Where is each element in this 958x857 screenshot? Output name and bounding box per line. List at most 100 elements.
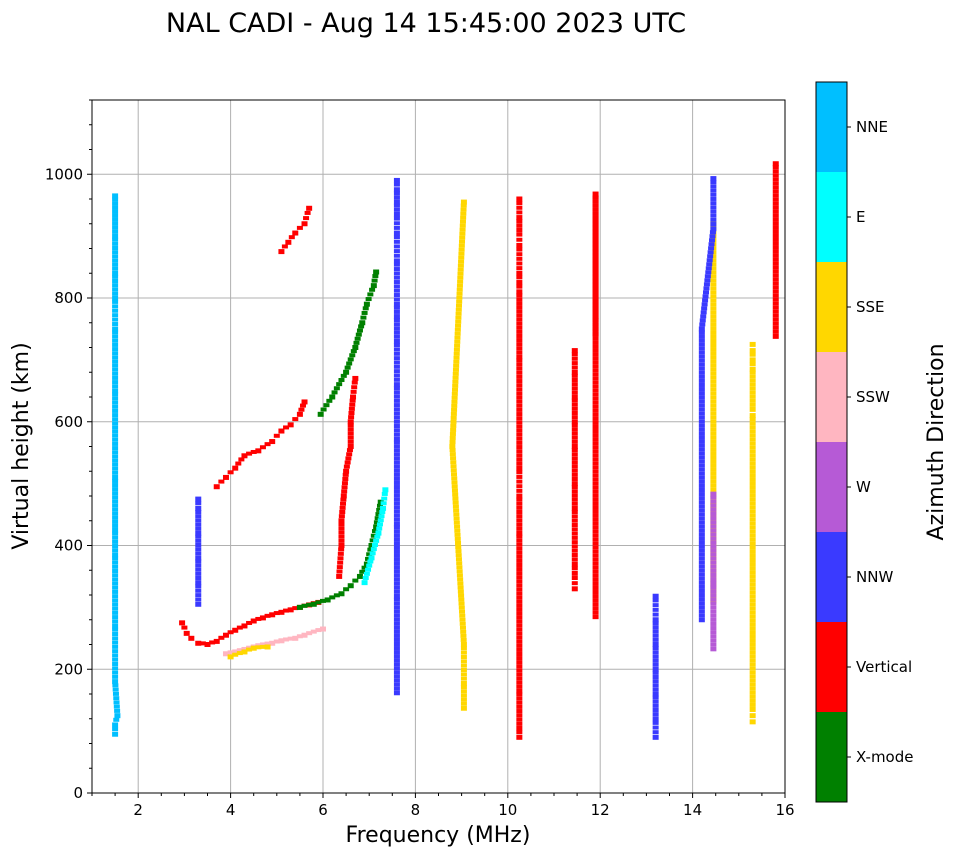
echo-point xyxy=(772,217,779,222)
echo-point xyxy=(460,680,467,686)
echo-point xyxy=(352,578,359,583)
echo-point xyxy=(458,247,465,252)
echo-point xyxy=(250,618,257,624)
echo-point xyxy=(710,294,717,299)
echo-point xyxy=(278,428,285,434)
echo-point xyxy=(393,609,400,614)
echo-point xyxy=(710,371,717,376)
echo-point xyxy=(393,493,400,498)
echo-point xyxy=(195,505,202,511)
echo-point xyxy=(749,614,756,619)
echo-point xyxy=(209,640,216,645)
echo-point xyxy=(346,361,353,366)
echo-point xyxy=(179,620,186,626)
echo-point xyxy=(652,642,659,647)
echo-point xyxy=(701,302,708,307)
echo-point xyxy=(710,314,717,319)
echo-point xyxy=(112,396,119,401)
echo-point xyxy=(772,233,779,238)
echo-point xyxy=(698,471,705,476)
echo-point xyxy=(459,609,466,614)
echo-point xyxy=(516,358,523,363)
echo-point xyxy=(698,407,705,412)
echo-point xyxy=(112,531,119,536)
echo-point xyxy=(710,262,717,267)
echo-point xyxy=(592,292,599,297)
echo-point xyxy=(571,460,578,465)
echo-point xyxy=(698,500,705,505)
echo-point xyxy=(698,552,705,557)
echo-point xyxy=(113,696,120,701)
echo-point xyxy=(393,182,400,187)
echo-point xyxy=(710,487,717,492)
echo-point xyxy=(516,595,523,600)
echo-point xyxy=(702,294,709,299)
echo-point xyxy=(749,533,756,538)
echo-point xyxy=(393,489,400,494)
echo-point xyxy=(710,483,717,488)
echo-point xyxy=(338,534,345,539)
echo-point xyxy=(255,645,262,650)
echo-point xyxy=(571,444,578,449)
echo-point xyxy=(571,386,578,391)
echo-point xyxy=(112,636,119,641)
echo-point xyxy=(749,457,756,462)
echo-point xyxy=(516,676,523,681)
echo-point xyxy=(772,241,779,246)
echo-point xyxy=(772,301,779,306)
echo-point xyxy=(199,641,206,646)
echo-point xyxy=(592,614,599,620)
y-tick-label: 400 xyxy=(54,537,83,555)
echo-point xyxy=(652,629,659,634)
echo-point xyxy=(112,433,119,438)
echo-point xyxy=(749,437,756,442)
echo-point xyxy=(456,287,463,292)
echo-point xyxy=(698,544,705,549)
echo-point xyxy=(749,445,756,450)
echo-point xyxy=(349,402,356,407)
echo-point xyxy=(710,646,717,652)
echo-point xyxy=(393,513,400,518)
echo-point xyxy=(393,444,400,449)
echo-point xyxy=(454,335,461,340)
echo-point xyxy=(112,619,119,624)
echo-point xyxy=(772,165,779,170)
echo-point xyxy=(393,271,400,276)
echo-point xyxy=(112,670,119,675)
colorbar-segment xyxy=(816,82,847,172)
echo-point xyxy=(710,180,717,185)
echo-point xyxy=(393,642,400,646)
echo-point xyxy=(571,431,578,436)
echo-point xyxy=(749,670,756,675)
echo-point xyxy=(112,317,119,322)
echo-point xyxy=(516,526,523,531)
echo-point xyxy=(460,642,467,647)
echo-point xyxy=(571,581,578,586)
echo-point xyxy=(749,425,756,430)
echo-point xyxy=(710,347,717,352)
echo-point xyxy=(516,627,523,632)
echo-point xyxy=(592,505,599,510)
echo-point xyxy=(698,463,705,468)
echo-point xyxy=(710,475,717,480)
echo-point xyxy=(246,451,253,456)
echo-point xyxy=(698,580,705,585)
echo-point xyxy=(393,674,400,679)
echo-point xyxy=(710,540,717,545)
echo-point xyxy=(112,556,119,561)
echo-point xyxy=(250,645,257,651)
echo-point xyxy=(259,644,266,649)
echo-point xyxy=(710,589,717,594)
echo-point xyxy=(195,547,202,552)
echo-point xyxy=(698,613,705,618)
echo-point xyxy=(710,524,717,529)
echo-point xyxy=(698,572,705,577)
echo-point xyxy=(592,320,599,325)
echo-point xyxy=(592,255,599,260)
echo-point xyxy=(698,378,705,383)
echo-point xyxy=(592,453,599,458)
echo-point xyxy=(380,501,387,506)
echo-point xyxy=(453,347,460,352)
echo-point xyxy=(377,518,384,523)
